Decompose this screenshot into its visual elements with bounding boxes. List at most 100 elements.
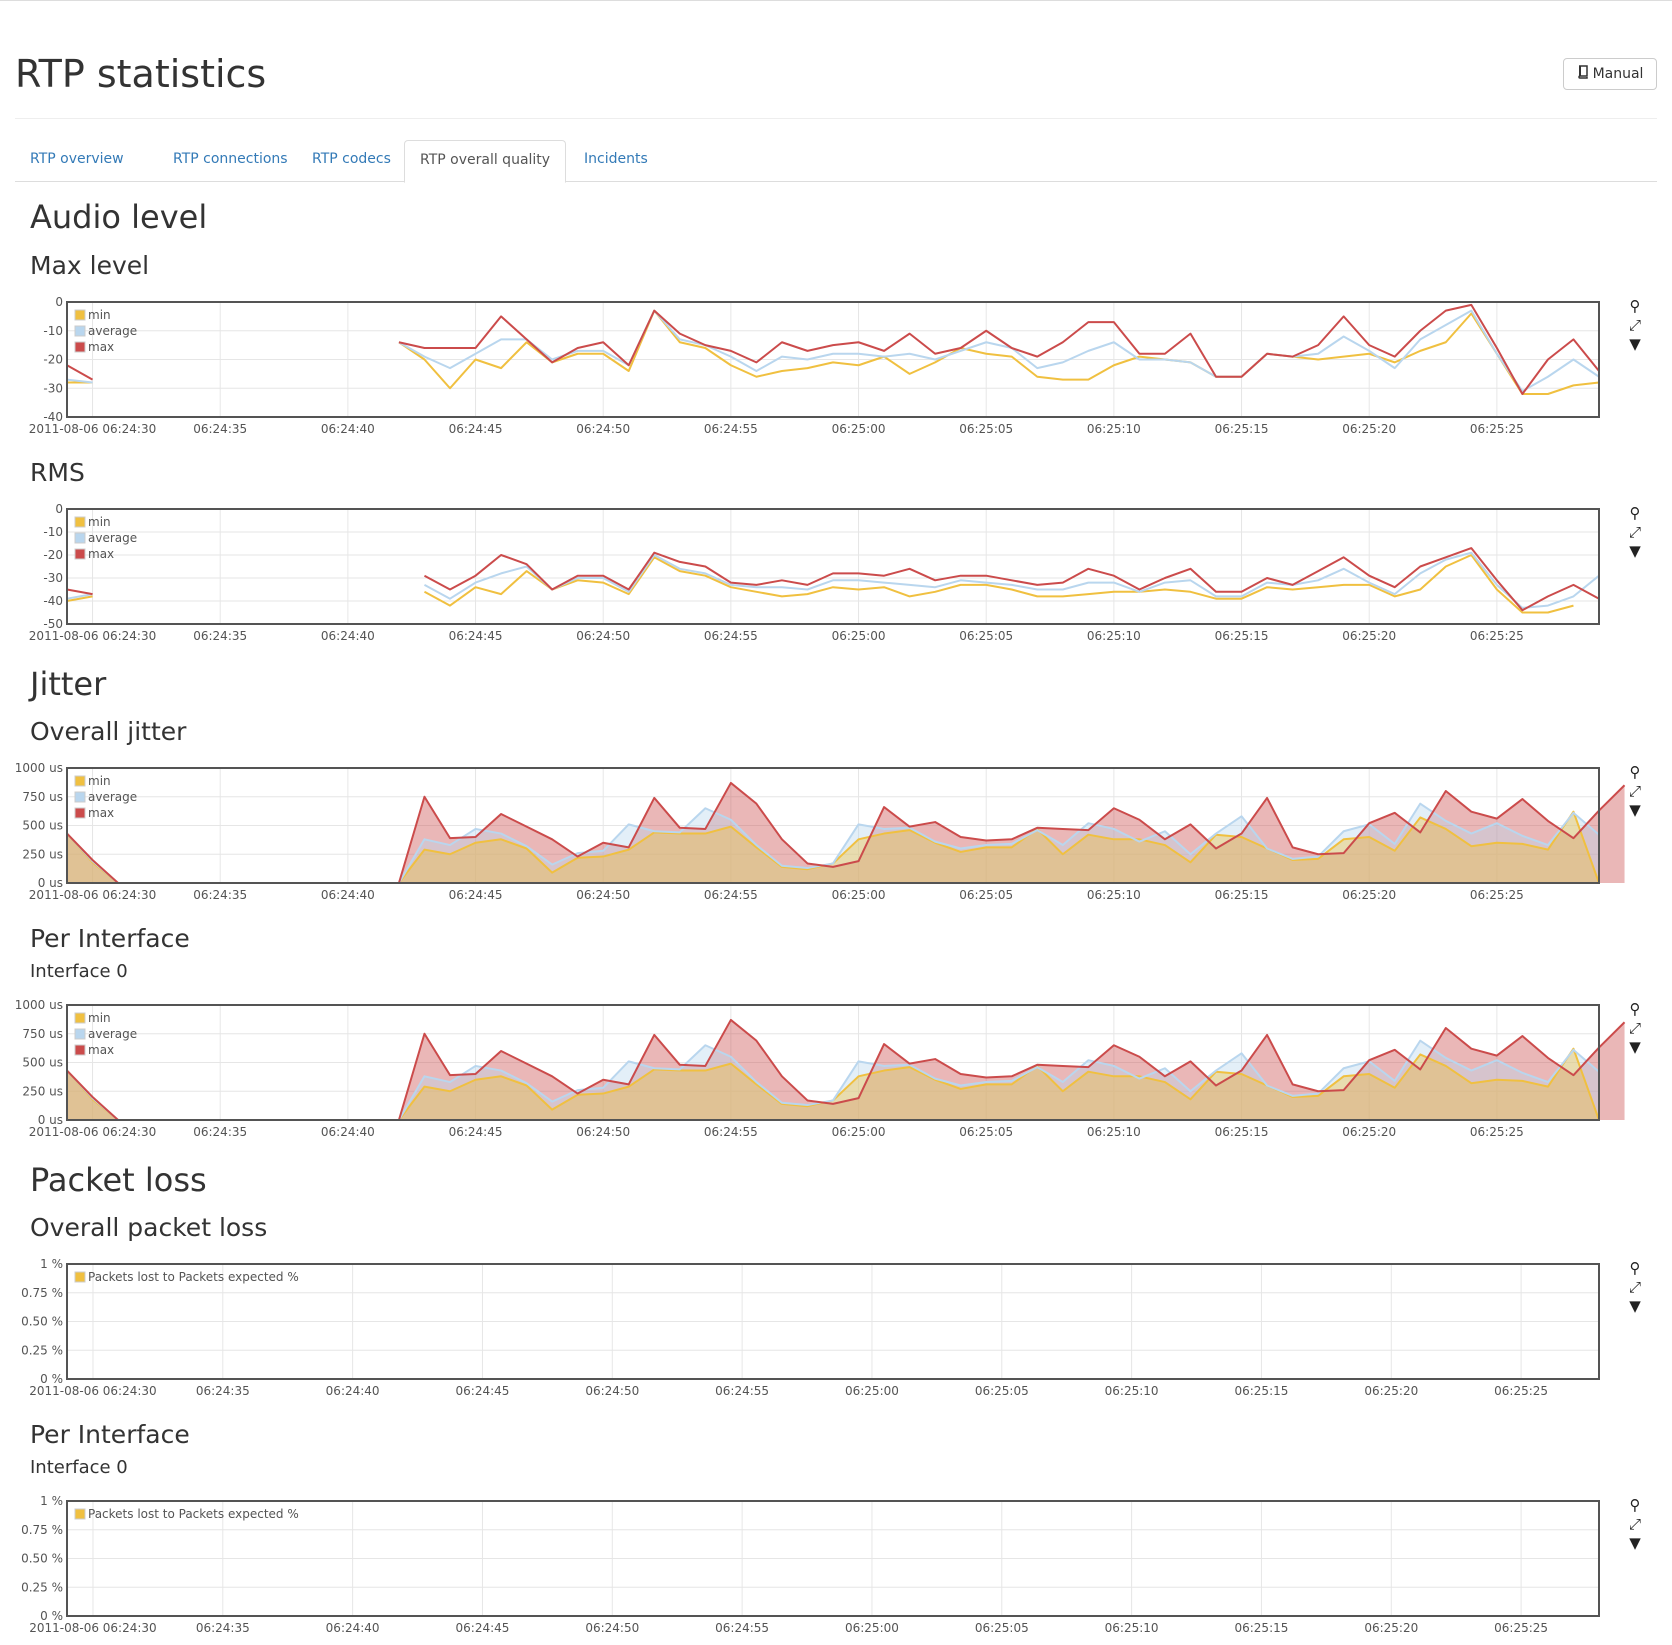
- x-tick-label: 06:25:25: [1470, 629, 1524, 643]
- x-tick-label: 06:24:40: [321, 1125, 375, 1139]
- x-tick-label: 2011-08-06 06:24:30: [29, 422, 156, 436]
- x-tick-label: 06:24:40: [321, 422, 375, 436]
- legend-label: average: [88, 790, 137, 804]
- x-tick-label: 06:24:55: [704, 422, 758, 436]
- x-tick-label: 2011-08-06 06:24:30: [29, 629, 156, 643]
- caret-down-icon[interactable]: ▼: [1629, 542, 1641, 560]
- top-border: [0, 0, 1672, 1]
- y-tick-label: 500 us: [22, 1056, 63, 1070]
- heading-jitter-interface-0: Interface 0: [30, 961, 128, 982]
- x-tick-label: 06:25:20: [1364, 1621, 1418, 1635]
- x-tick-label: 06:25:05: [975, 1621, 1029, 1635]
- y-tick-label: 1000 us: [15, 762, 63, 775]
- x-tick-label: 06:25:00: [845, 1621, 899, 1635]
- zoom-icon[interactable]: ⚲: [1629, 504, 1641, 522]
- x-tick-label: 06:25:10: [1105, 1621, 1159, 1635]
- overall-packet-loss-chart: 1 % 0.75 % 0.50 % 0.25 % 0 % 2011-08-06 06:24…: [0, 1258, 1672, 1408]
- caret-down-icon[interactable]: ▼: [1629, 335, 1641, 353]
- compress-icon[interactable]: ⤢: [1628, 1515, 1641, 1533]
- x-tick-label: 2011-08-06 06:24:30: [29, 1384, 156, 1398]
- y-tick-label: 1000 us: [15, 999, 63, 1012]
- manual-button[interactable]: Manual: [1563, 58, 1657, 90]
- x-tick-label: 06:24:35: [196, 1621, 250, 1635]
- caret-down-icon[interactable]: ▼: [1629, 1534, 1641, 1552]
- series-max-line: [423, 547, 1600, 612]
- zoom-icon[interactable]: ⚲: [1629, 1259, 1641, 1277]
- series-max-line: [398, 303, 1600, 395]
- x-tick-label: 06:24:50: [585, 1384, 639, 1398]
- y-tick-label: -40: [43, 410, 63, 424]
- legend-swatch-average: [74, 1028, 86, 1040]
- legend-swatch-min: [74, 309, 86, 321]
- tab-rtp-connections[interactable]: RTP connections: [173, 151, 288, 167]
- tab-rtp-overall-quality[interactable]: RTP overall quality: [404, 140, 567, 183]
- y-tick-label: 0.50 %: [21, 1552, 63, 1566]
- legend-label: average: [88, 531, 137, 545]
- tab-rtp-overview[interactable]: RTP overview: [30, 151, 124, 167]
- legend-swatch-min: [74, 1012, 86, 1024]
- x-tick-label: 06:24:50: [576, 888, 630, 902]
- y-tick-label: 0 %: [40, 1609, 63, 1623]
- x-tick-label: 06:24:40: [326, 1621, 380, 1635]
- heading-overall-packet-loss: Overall packet loss: [30, 1213, 268, 1242]
- manual-label: Manual: [1592, 66, 1644, 82]
- y-tick-label: 0.25 %: [21, 1343, 63, 1357]
- caret-down-icon[interactable]: ▼: [1629, 801, 1641, 819]
- x-tick-label: 06:24:35: [193, 629, 247, 643]
- y-tick-label: 500 us: [22, 819, 63, 833]
- book-icon: [1577, 65, 1589, 83]
- compress-icon[interactable]: ⤢: [1628, 782, 1641, 800]
- y-tick-label: 1 %: [40, 1495, 63, 1508]
- x-tick-label: 06:25:20: [1364, 1384, 1418, 1398]
- x-tick-label: 06:25:10: [1087, 888, 1141, 902]
- x-tick-label: 06:25:10: [1105, 1384, 1159, 1398]
- legend-label: average: [88, 1027, 137, 1041]
- series-average-line: [398, 309, 1600, 393]
- zoom-icon[interactable]: ⚲: [1629, 1496, 1641, 1514]
- zoom-icon[interactable]: ⚲: [1629, 1000, 1641, 1018]
- series-max-line: [66, 364, 94, 381]
- zoom-icon[interactable]: ⚲: [1629, 763, 1641, 781]
- legend-label: min: [88, 774, 111, 788]
- heading-jitter-per-interface: Per Interface: [30, 924, 190, 953]
- plot-frame: [66, 508, 1600, 625]
- y-tick-label: 750 us: [22, 1027, 63, 1041]
- x-tick-label: 06:25:10: [1087, 629, 1141, 643]
- y-tick-label: -30: [43, 381, 63, 395]
- overall-jitter-chart: 1000 us 750 us 500 us 250 us 0 us 2011-08-06 …: [0, 762, 1672, 912]
- compress-icon[interactable]: ⤢: [1628, 316, 1641, 334]
- series-min-line: [423, 554, 1574, 614]
- x-tick-label: 06:24:45: [449, 629, 503, 643]
- zoom-icon[interactable]: ⚲: [1629, 297, 1641, 315]
- x-tick-label: 06:25:05: [975, 1384, 1029, 1398]
- caret-down-icon[interactable]: ▼: [1629, 1297, 1641, 1315]
- series-average-line: [423, 551, 1600, 609]
- x-tick-label: 2011-08-06 06:24:30: [29, 1125, 156, 1139]
- x-tick-label: 06:24:35: [193, 422, 247, 436]
- y-tick-label: 0: [55, 503, 63, 516]
- legend-label: max: [88, 1043, 114, 1057]
- tab-bar-line: [15, 181, 1657, 182]
- legend-label: max: [88, 806, 114, 820]
- caret-down-icon[interactable]: ▼: [1629, 1038, 1641, 1056]
- compress-icon[interactable]: ⤢: [1628, 523, 1641, 541]
- y-tick-label: -20: [43, 548, 63, 562]
- x-tick-label: 06:25:05: [959, 1125, 1013, 1139]
- legend-swatch-min: [74, 516, 86, 528]
- y-tick-label: 0 us: [38, 876, 63, 890]
- y-tick-label: -40: [43, 594, 63, 608]
- x-tick-label: 06:24:35: [193, 1125, 247, 1139]
- compress-icon[interactable]: ⤢: [1628, 1019, 1641, 1037]
- heading-loss-per-interface: Per Interface: [30, 1420, 190, 1449]
- overall_jitter-svg: 1000 us 750 us 500 us 250 us 0 us2011-08-06 …: [15, 762, 1626, 902]
- tab-incidents[interactable]: Incidents: [584, 151, 648, 167]
- legend-label: Packets lost to Packets expected %: [88, 1270, 299, 1284]
- max-level-chart: 0 -10 -20 -30 -40 2011-08-06 06:24:30 06:24:35…: [0, 296, 1672, 446]
- series-average-area: [67, 1040, 1599, 1120]
- compress-icon[interactable]: ⤢: [1628, 1278, 1641, 1296]
- x-tick-label: 06:24:45: [449, 1125, 503, 1139]
- tab-rtp-codecs[interactable]: RTP codecs: [312, 151, 391, 167]
- y-tick-label: 0: [55, 296, 63, 309]
- plot-frame: [66, 767, 1600, 884]
